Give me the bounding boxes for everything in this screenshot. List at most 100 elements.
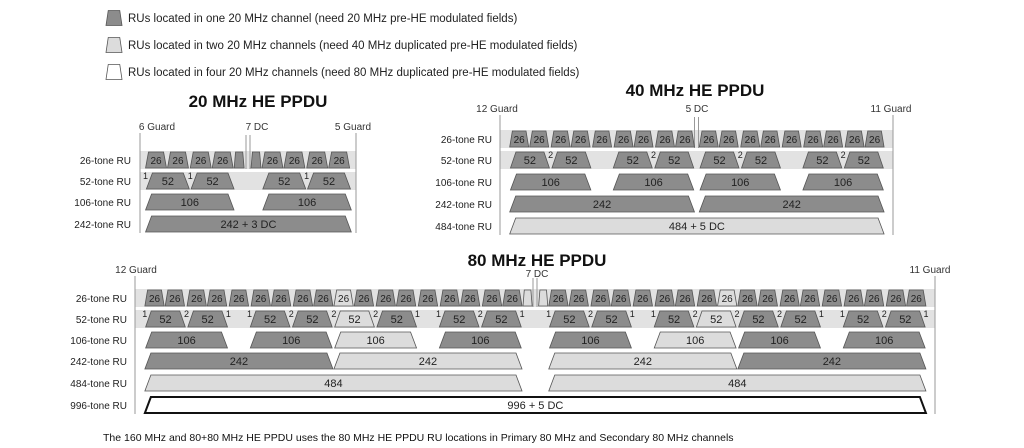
ru-block [675,130,695,148]
ru-block [799,289,821,307]
null-tone-count: 1 [415,309,420,319]
row-label: 52-tone RU [441,156,492,167]
row-label: 52-tone RU [76,315,127,326]
null-tone-count: 2 [651,150,656,160]
ru-label: 26 [555,135,567,146]
ru-block [376,310,418,328]
ru-block [781,130,802,148]
ru-label: 52 [710,314,722,326]
null-tone-count: 1 [651,309,656,319]
diagram-title: 20 MHz HE PPDU [189,92,328,111]
ru-block [757,289,778,307]
ru-label: 26 [618,135,630,146]
white-ru-legend-icon [105,64,123,80]
ru-label: 26 [745,135,757,146]
ru-label: 106 [770,335,788,347]
ru-label: 26 [401,294,413,305]
ru-block [548,374,927,392]
ru-label: 26 [217,156,229,167]
ru-label: 26 [486,294,498,305]
ru-block [885,289,907,307]
row-label: 26-tone RU [76,294,127,305]
ru-label: 26 [312,156,324,167]
ru-block [144,289,165,307]
ru-block [699,173,782,191]
legend-text: RUs located in one 20 MHz channel (need … [128,13,517,25]
ru-label: 52 [323,176,335,188]
ru-label: 106 [581,335,599,347]
ru-label: 26 [786,135,798,146]
ru-label: 26 [338,294,350,305]
ru-block [551,151,592,169]
ru-block [164,289,185,307]
ru-block [306,172,352,190]
row-label: 26-tone RU [441,135,492,146]
ru-block [144,215,352,233]
ru-label: 52 [605,314,617,326]
ru-label: 26 [255,294,267,305]
ru-block [145,331,229,349]
ru-block [353,289,375,307]
legend-item: RUs located in one 20 MHz channel (need … [105,10,517,26]
legend-item: RUs located in two 20 MHz channels (need… [105,37,578,53]
ru-label: 52 [264,314,276,326]
ru-block [417,289,439,307]
row-label: 996-tone RU [70,401,127,412]
ru-label: 106 [686,335,704,347]
ru-block [864,130,885,148]
dc-label: 5 DC [686,104,709,115]
ru-block [233,151,245,169]
ru-label: 52 [857,314,869,326]
ru-block [145,172,190,190]
footer-note: The 160 MHz and 80+80 MHz HE PPDU uses t… [103,432,734,444]
ru-label: 26 [703,135,715,146]
ru-label: 52 [668,314,680,326]
ru-block [187,310,229,328]
ru-block [590,289,611,307]
ru-label: 26 [679,135,691,146]
ru-block [613,130,634,148]
ru-block [438,331,522,349]
ru-block [612,151,653,169]
ru-block [842,310,884,328]
ru-block [144,352,334,370]
ru-block [509,151,550,169]
ru-block [698,195,885,213]
ru-block [144,374,523,392]
ru-block [261,151,284,169]
ru-label: 26 [804,294,816,305]
ru-block [654,151,695,169]
ru-label: 26 [762,294,774,305]
ru-block [548,289,569,307]
ru-label: 26 [444,294,456,305]
ru-block [250,289,271,307]
ru-block [633,130,654,148]
ru-block [803,130,824,148]
ru-block [538,289,549,307]
ru-label: 26 [869,294,881,305]
ru-block [906,289,927,307]
ru-label: 52 [565,155,577,167]
dc-label: 7 DC [526,269,549,280]
ru-block [333,352,523,370]
row-label: 484-tone RU [70,379,127,390]
ru-label: 26 [318,294,330,305]
null-tone-count: 2 [882,309,887,319]
ru-block [262,193,352,211]
ru-label: 26 [191,294,203,305]
ru-block [695,310,737,328]
ru-label: 52 [206,176,218,188]
ru-label: 26 [465,294,477,305]
ru-label: 52 [668,155,680,167]
ru-label: 996 + 5 DC [507,400,563,412]
row-label: 242-tone RU [74,220,131,231]
row-label: 52-tone RU [80,177,131,188]
null-tone-count: 1 [436,309,441,319]
ru-block [481,289,503,307]
null-tone-count: 1 [520,309,525,319]
ru-block [292,289,314,307]
ru-label: 26 [723,135,735,146]
light-ru-legend-icon [105,37,123,53]
null-tone-count: 1 [247,309,252,319]
null-tone-count: 1 [546,309,551,319]
